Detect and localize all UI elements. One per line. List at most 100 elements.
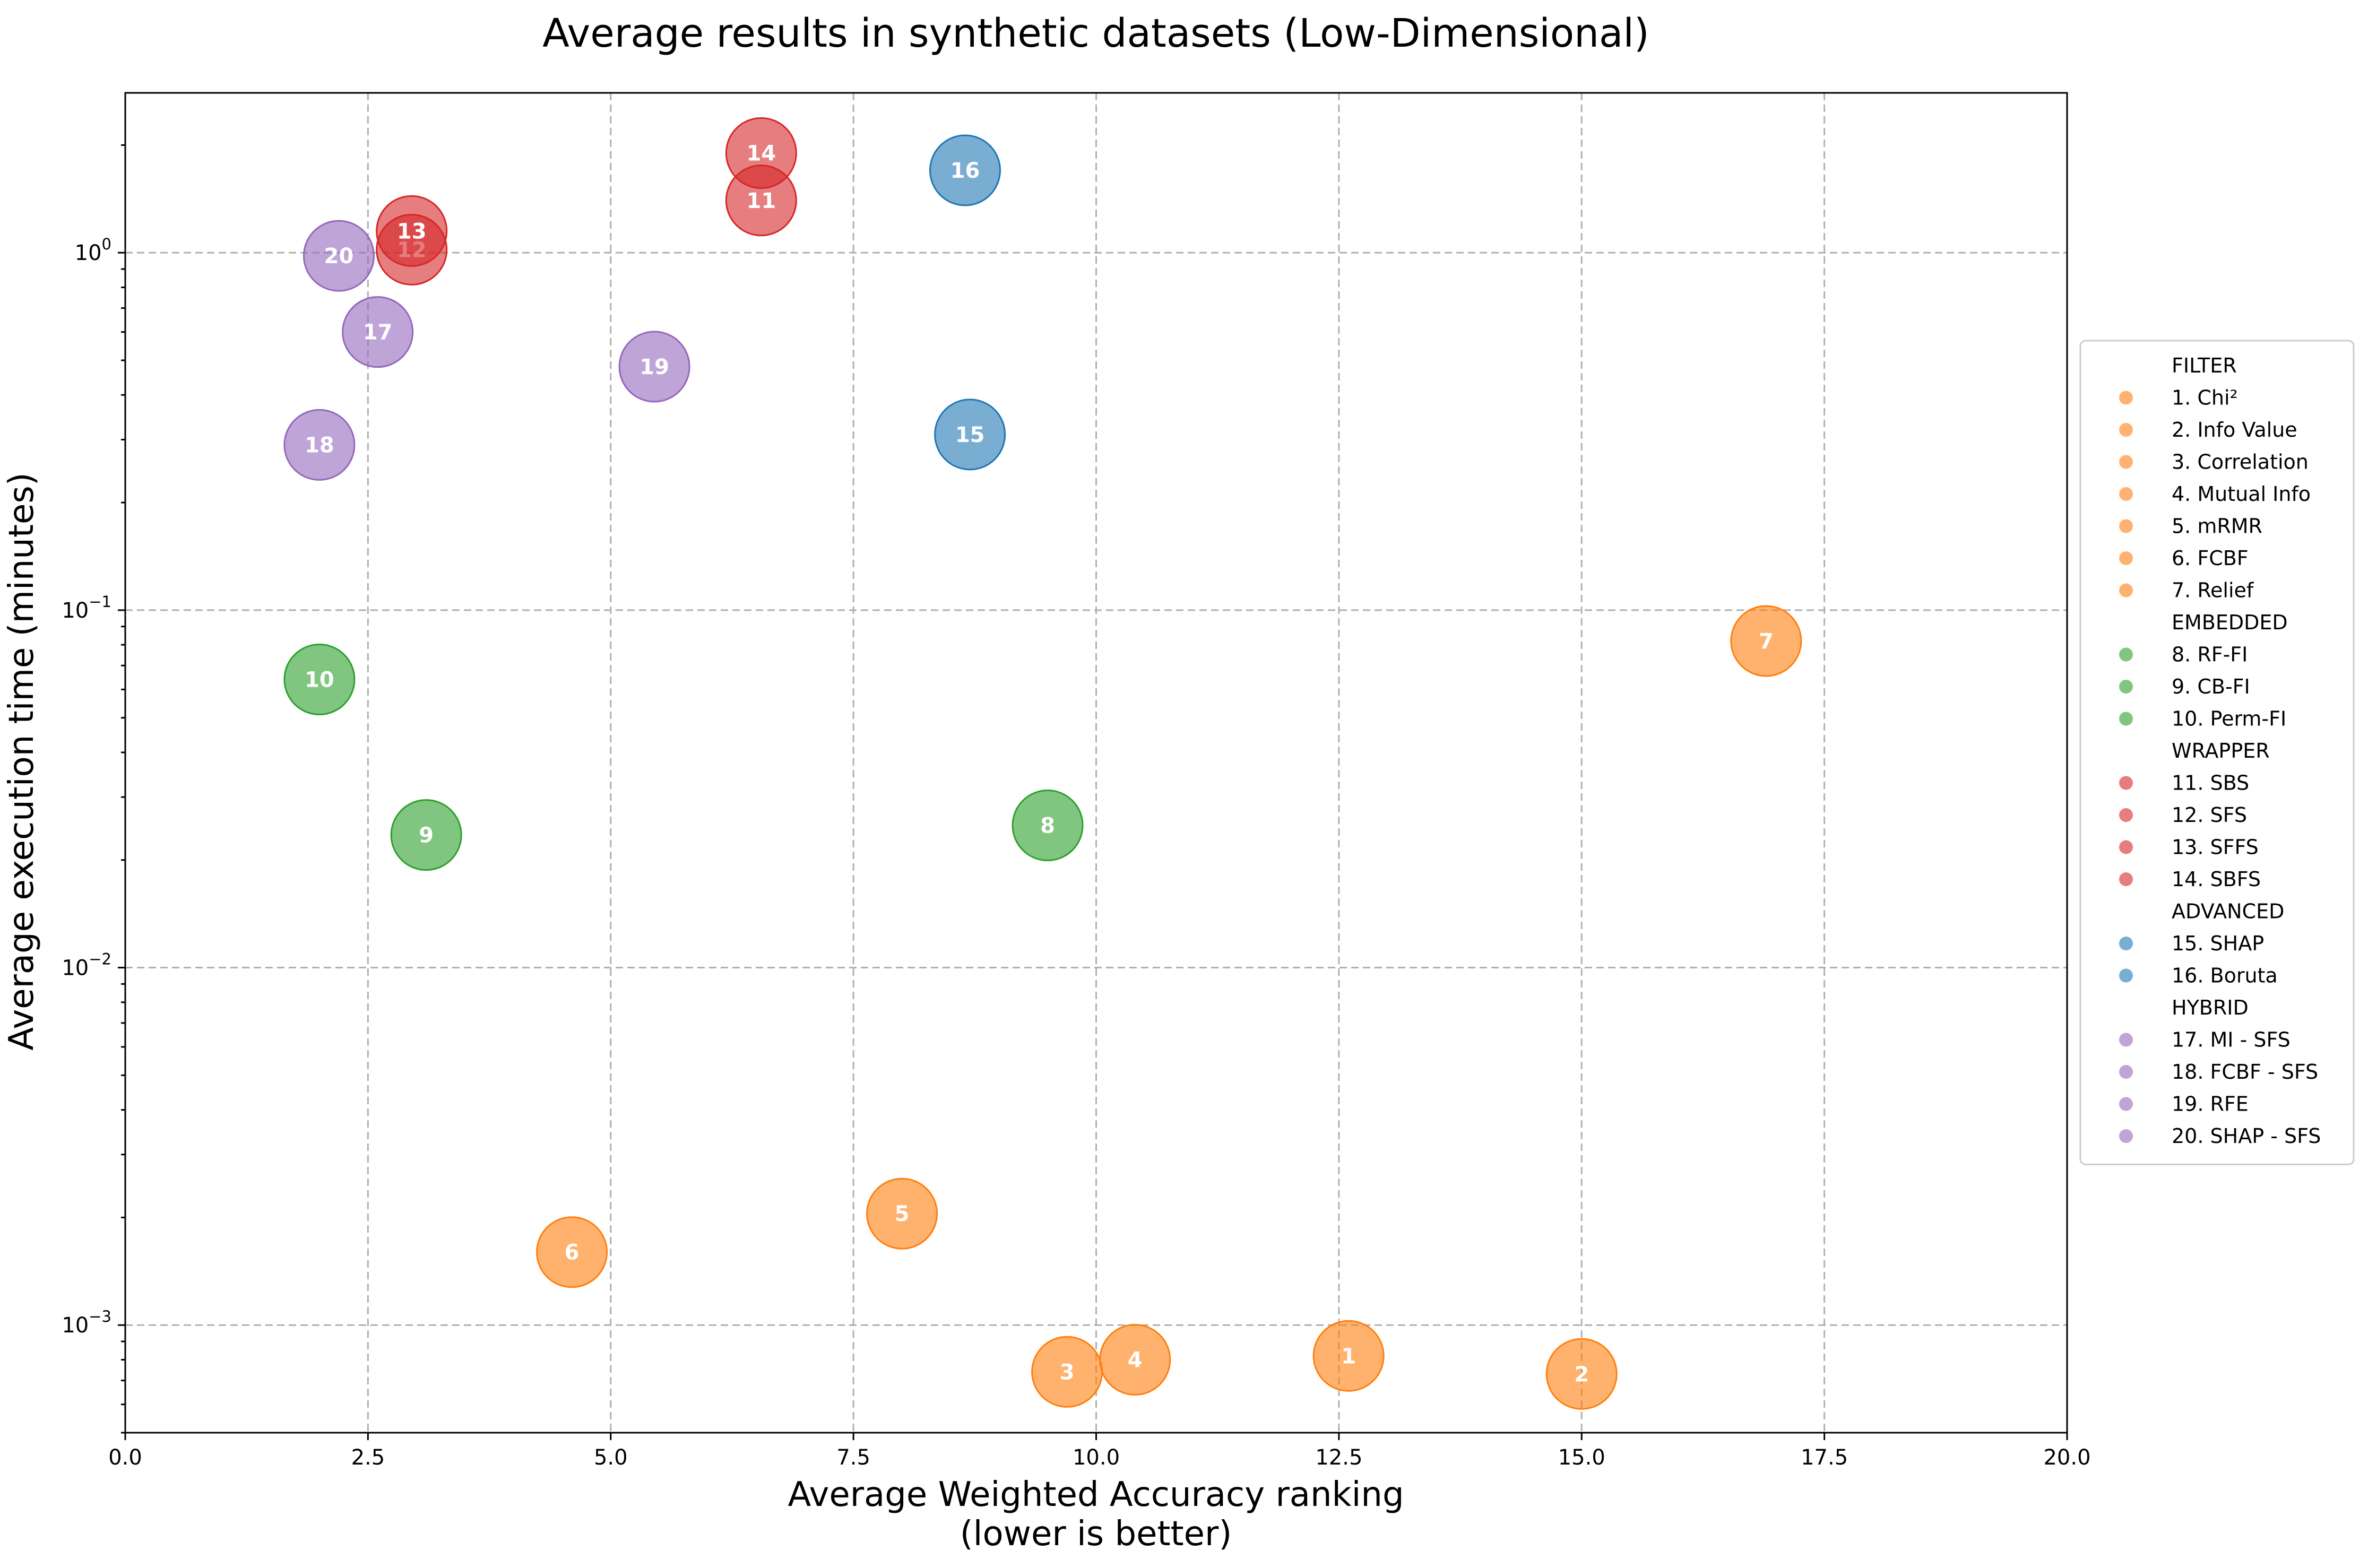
y-tick-exponent: −3 [89, 1307, 111, 1326]
y-tick-exponent: −2 [89, 950, 111, 968]
data-point: 1 [1312, 1320, 1385, 1392]
legend-marker [2119, 808, 2133, 822]
legend-entry: 5. mRMR [2172, 515, 2262, 538]
x-axis-label-note: (lower is better) [960, 1514, 1232, 1554]
legend-entry: 15. SHAP [2172, 932, 2264, 955]
legend-entry: 11. SBS [2172, 772, 2249, 795]
data-point: 6 [536, 1216, 608, 1288]
point-label: 1 [1341, 1344, 1356, 1368]
point-label: 6 [565, 1241, 580, 1265]
data-point: 7 [1730, 605, 1802, 677]
data-point: 14 [725, 117, 797, 189]
legend-entry: 16. Boruta [2172, 964, 2278, 987]
point-marker [929, 134, 1001, 206]
y-tick-label: 100 [75, 235, 111, 265]
data-point: 16 [929, 134, 1001, 206]
x-tick-label: 17.5 [1801, 1445, 1848, 1470]
y-tick-label: 10−2 [62, 950, 111, 981]
y-tick-base: 10 [62, 956, 89, 981]
point-label: 5 [895, 1202, 910, 1226]
data-point: 2 [1545, 1338, 1618, 1410]
legend-entry: 1. Chi² [2172, 386, 2238, 410]
legend-entry: 3. Correlation [2172, 451, 2309, 474]
legend-entry: 14. SBFS [2172, 868, 2261, 891]
grid [125, 93, 2067, 1433]
legend-marker [2119, 391, 2133, 405]
point-label: 4 [1128, 1348, 1143, 1372]
legend-entry: 4. Mutual Info [2172, 482, 2311, 506]
data-point: 18 [283, 409, 356, 481]
legend-marker [2119, 1097, 2133, 1111]
data-point: 9 [390, 799, 462, 871]
point-label: 17 [363, 320, 393, 345]
point-label: 14 [746, 141, 776, 166]
point-label: 13 [397, 219, 427, 244]
x-tick-label: 20.0 [2043, 1445, 2090, 1470]
legend-marker [2119, 519, 2133, 533]
y-tick-base: 10 [75, 241, 102, 265]
y-tick-base: 10 [62, 599, 89, 623]
legend-entry: 9. CB-FI [2172, 675, 2250, 698]
point-label: 8 [1040, 813, 1055, 838]
data-point: 5 [866, 1177, 938, 1250]
point-label: 2 [1574, 1362, 1589, 1387]
data-points: 1234567891011121314151617181920 [283, 117, 1802, 1410]
y-tick-label: 10−1 [62, 593, 111, 623]
legend-group-header: EMBEDDED [2172, 611, 2288, 634]
legend-group-header: WRAPPER [2172, 739, 2270, 763]
point-marker [283, 409, 356, 481]
legend-group-header: FILTER [2172, 354, 2237, 377]
legend-marker [2119, 840, 2133, 854]
point-label: 7 [1759, 629, 1774, 654]
legend-marker [2119, 583, 2133, 597]
x-tick-label: 12.5 [1315, 1445, 1362, 1470]
y-axis-label: Average execution time (minutes) [2, 472, 41, 1050]
point-label: 15 [955, 423, 985, 447]
x-tick-label: 10.0 [1073, 1445, 1120, 1470]
legend-marker [2119, 647, 2133, 662]
point-marker [303, 220, 375, 292]
point-marker [283, 643, 356, 715]
point-marker [342, 296, 414, 368]
legend-marker [2119, 937, 2133, 950]
legend-marker [2119, 423, 2133, 437]
legend-group-header: HYBRID [2172, 996, 2249, 1019]
legend: FILTER 1. Chi² 2. Info Value 3. Correlation… [2079, 340, 2355, 1165]
point-marker [536, 1216, 608, 1288]
y-tick-exponent: −1 [89, 593, 111, 611]
x-tick-label: 15.0 [1558, 1445, 1605, 1470]
legend-marker [2119, 487, 2133, 501]
legend-entry: 18. FCBF - SFS [2172, 1060, 2318, 1084]
legend-entry: 13. SFFS [2172, 836, 2259, 859]
legend-entry: 2. Info Value [2172, 418, 2297, 441]
point-label: 3 [1060, 1360, 1075, 1384]
legend-marker [2119, 680, 2133, 694]
legend-entry: 17. MI - SFS [2172, 1028, 2291, 1052]
legend-marker [2119, 1065, 2133, 1079]
legend-marker [2119, 455, 2133, 469]
data-point: 13 [376, 195, 448, 267]
x-axis-label: Average Weighted Accuracy ranking [788, 1475, 1404, 1514]
legend-marker [2119, 551, 2133, 565]
point-label: 18 [305, 433, 334, 457]
axis-ticks: 0.0 2.5 5.0 7.5 10.0 12.5 15.0 17.5 20.010−310−2… [62, 144, 2091, 1470]
point-marker [934, 399, 1006, 471]
data-point: 15 [934, 399, 1006, 471]
point-marker [866, 1177, 938, 1250]
legend-marker [2119, 1033, 2133, 1047]
legend-marker [2119, 872, 2133, 886]
data-point: 3 [1031, 1336, 1103, 1408]
point-marker [1099, 1323, 1171, 1396]
data-point: 20 [303, 220, 375, 292]
point-marker [1730, 605, 1802, 677]
legend-entry: 7. Relief [2172, 579, 2254, 602]
x-tick-label: 7.5 [836, 1445, 870, 1470]
point-marker [618, 331, 690, 403]
legend-marker [2119, 1129, 2133, 1143]
point-label: 19 [639, 355, 669, 379]
y-tick-base: 10 [62, 1313, 89, 1338]
x-tick-label: 2.5 [351, 1445, 385, 1470]
data-point: 8 [1012, 789, 1084, 861]
chart-title: Average results in synthetic datasets (L… [542, 11, 1649, 56]
data-point: 17 [342, 296, 414, 368]
